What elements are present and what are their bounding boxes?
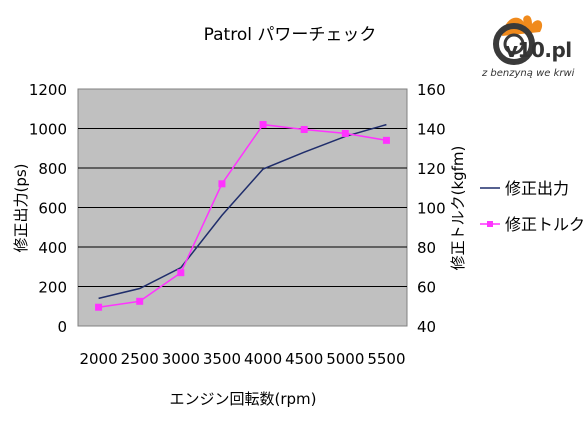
x-tick-label: 2000 <box>79 350 117 368</box>
torque-data-point <box>341 129 349 137</box>
left-tick-label: 200 <box>38 279 67 297</box>
x-tick-label: 4000 <box>244 350 282 368</box>
right-tick-label: 100 <box>417 200 446 218</box>
x-tick-label: 5500 <box>367 350 405 368</box>
right-axis-ticks: 40 60 80 100 120 140 160 <box>417 81 446 336</box>
legend: 修正出力 修正トルク <box>480 179 584 234</box>
torque-data-point <box>218 180 226 188</box>
right-tick-label: 120 <box>417 160 446 178</box>
series-line-power <box>98 123 387 300</box>
x-axis-ticks: 2000 2500 3000 3500 4000 4500 5000 5500 <box>79 350 405 368</box>
gridlines <box>78 128 407 287</box>
right-tick-label: 40 <box>417 318 436 336</box>
left-tick-label: 400 <box>38 239 67 257</box>
right-axis-label: 修正トルク(kgfm) <box>449 146 467 271</box>
series-line-torque <box>98 123 387 308</box>
right-tick-label: 80 <box>417 239 436 257</box>
torque-data-point <box>95 303 103 311</box>
torque-data-point <box>136 297 144 305</box>
left-tick-label: 0 <box>57 318 67 336</box>
torque-data-point <box>259 121 267 129</box>
logo-brand: v10.pl <box>505 38 572 62</box>
x-axis-label: エンジン回転数(rpm) <box>169 390 316 408</box>
left-tick-label: 1200 <box>29 81 67 99</box>
right-tick-label: 60 <box>417 279 436 297</box>
legend-label-power: 修正出力 <box>505 179 569 198</box>
right-tick-label: 160 <box>417 81 446 99</box>
left-tick-label: 1000 <box>29 121 67 139</box>
torque-data-point <box>382 136 390 144</box>
right-tick-label: 140 <box>417 121 446 139</box>
left-axis-label: 修正出力(ps) <box>12 163 30 252</box>
logo-tagline: z benzyną we krwi <box>482 68 575 79</box>
left-tick-label: 800 <box>38 160 67 178</box>
left-axis-ticks: 0 200 400 600 800 1000 1200 <box>29 81 67 336</box>
series-layer <box>95 121 390 311</box>
left-tick-label: 600 <box>38 200 67 218</box>
v10-logo <box>493 15 543 65</box>
x-tick-label: 2500 <box>121 350 159 368</box>
x-tick-label: 3500 <box>203 350 241 368</box>
x-tick-label: 3000 <box>162 350 200 368</box>
torque-data-point <box>177 269 185 277</box>
x-tick-label: 4500 <box>285 350 323 368</box>
x-tick-label: 5000 <box>326 350 364 368</box>
torque-data-point <box>300 125 308 133</box>
legend-marker-torque <box>487 221 493 227</box>
chart-title: Patrol パワーチェック <box>204 25 377 45</box>
legend-label-torque: 修正トルク <box>505 215 584 234</box>
